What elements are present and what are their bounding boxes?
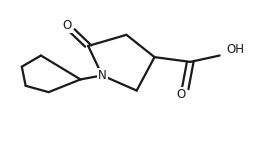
Text: N: N: [98, 69, 107, 82]
Text: O: O: [63, 19, 72, 32]
Text: O: O: [177, 88, 186, 101]
Text: OH: OH: [226, 43, 244, 56]
